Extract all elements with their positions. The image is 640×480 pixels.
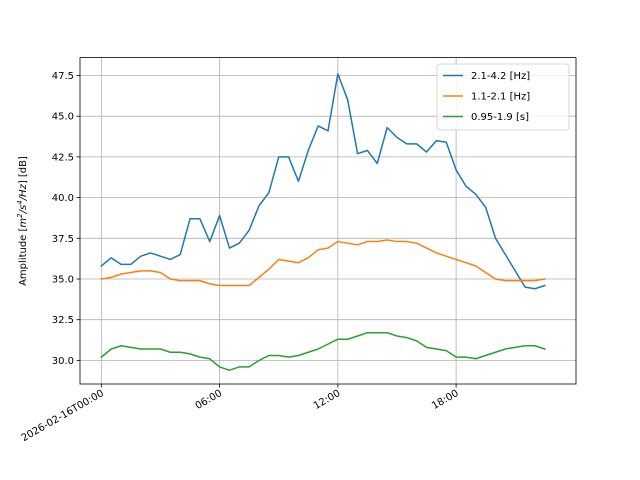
- y-axis-label: Amplitude [m2/s4/Hz] [dB]: [16, 156, 29, 286]
- y-tick-label: 47.5: [52, 71, 74, 82]
- ylabel-s: /s: [18, 205, 29, 215]
- ylabel-exp-4: 4: [16, 200, 24, 204]
- legend-label-2: 0.95-1.9 [s]: [471, 112, 529, 123]
- y-tick-label: 35.0: [52, 274, 74, 285]
- y-tick-label: 37.5: [52, 234, 74, 245]
- ylabel-prefix: Amplitude [: [18, 228, 29, 286]
- y-axis-ticks: 30.0 32.5 35.0 37.5 40.0 42.5 45.0 47.5: [52, 71, 80, 367]
- series-lines: [100, 73, 546, 371]
- series-line-2: [100, 331, 546, 371]
- ylabel-exp-2: 2: [16, 213, 24, 218]
- y-tick-label: 42.5: [52, 152, 74, 163]
- ylabel-m: m: [18, 218, 29, 228]
- series-line-0: [100, 73, 546, 290]
- ylabel-hz: /Hz: [18, 183, 29, 201]
- y-tick-label: 40.0: [52, 193, 74, 204]
- legend-label-1: 1.1-2.1 [Hz]: [471, 92, 530, 103]
- ylabel-suffix: ] [dB]: [18, 156, 29, 184]
- series-line-1: [100, 239, 546, 287]
- y-tick-label: 30.0: [52, 356, 74, 367]
- legend-box: [436, 63, 570, 131]
- legend: 2.1-4.2 [Hz] 1.1-2.1 [Hz] 0.95-1.9 [s]: [436, 63, 570, 131]
- y-tick-label: 45.0: [52, 112, 74, 123]
- y-tick-label: 32.5: [52, 315, 74, 326]
- legend-label-0: 2.1-4.2 [Hz]: [471, 71, 530, 82]
- plot-frame: [79, 57, 577, 385]
